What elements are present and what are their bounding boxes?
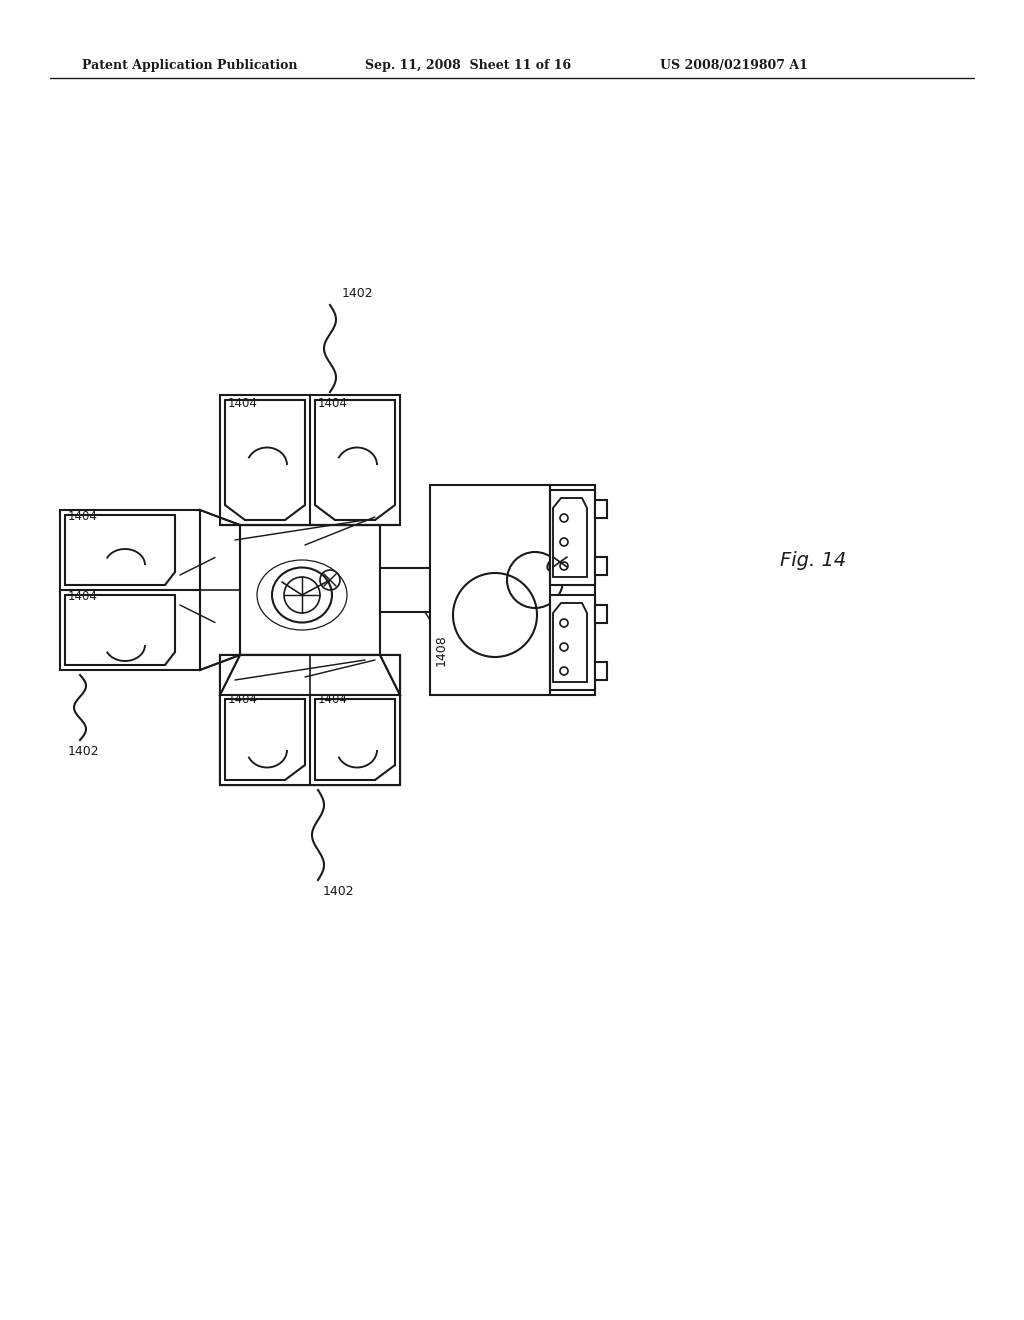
Text: 1404: 1404 [68,510,98,523]
Text: 1402: 1402 [68,744,99,758]
Bar [595,557,607,576]
Text: 1404: 1404 [228,693,258,706]
Bar [595,500,607,517]
Bar [220,655,400,785]
Text: 1402: 1402 [342,286,374,300]
Bar [220,655,400,785]
Bar [220,655,400,785]
Bar [380,568,430,612]
Text: Fig. 14: Fig. 14 [780,550,846,569]
Text: 1404: 1404 [68,590,98,603]
Text: Sep. 11, 2008  Sheet 11 of 16: Sep. 11, 2008 Sheet 11 of 16 [365,58,571,71]
Bar [550,490,595,585]
Bar [595,605,607,623]
Bar [220,395,400,525]
Text: US 2008/0219807 A1: US 2008/0219807 A1 [660,58,808,71]
Bar [240,525,380,655]
Bar [430,484,595,696]
Text: 1404: 1404 [228,397,258,411]
Bar [60,510,200,671]
Text: Patent Application Publication: Patent Application Publication [82,58,298,71]
Bar [550,595,595,690]
Bar [595,663,607,680]
Text: 1404: 1404 [318,693,348,706]
Text: 1404: 1404 [318,397,348,411]
Text: 1402: 1402 [323,884,354,898]
Text: 1408: 1408 [435,634,449,665]
